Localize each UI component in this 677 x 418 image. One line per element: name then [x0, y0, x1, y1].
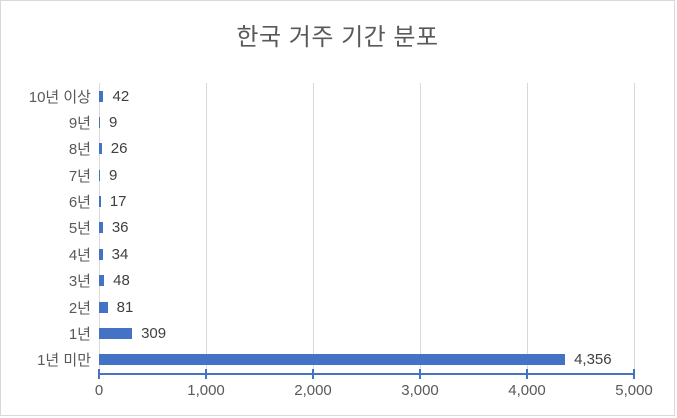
x-tick-mark: [98, 369, 100, 379]
x-axis-tick-labels: 0 1,000 2,000 3,000 4,000 5,000: [95, 382, 653, 402]
x-tick-label: 2,000: [294, 382, 332, 399]
category-label: 4년: [68, 246, 91, 264]
value-label: 26: [110, 140, 128, 158]
category-label: 1년: [68, 325, 91, 343]
bar: [99, 90, 104, 102]
bar: [99, 169, 100, 181]
category-label: 9년: [68, 115, 91, 133]
bar: [99, 248, 103, 260]
value-label: 36: [111, 219, 129, 237]
value-label: 9: [108, 114, 118, 132]
value-label: 48: [113, 272, 130, 290]
chart-title: 한국 거주 기간 분포: [236, 24, 439, 51]
category-label: 3년: [68, 273, 91, 291]
plot-area: 42 9 26 9 17 36 34 48 81 309 4,356: [98, 83, 635, 379]
value-label: 309: [141, 324, 167, 342]
gridline: [526, 83, 528, 373]
bar-row: 4,356: [99, 347, 634, 373]
bar-rows: 42 9 26 9 17 36 34 48 81 309 4,356: [99, 83, 634, 373]
bar-row: 48: [99, 268, 634, 294]
value-label: 4,356: [574, 351, 612, 369]
category-label: 2년: [68, 299, 91, 317]
x-tick-mark: [312, 369, 314, 379]
x-tick-label: 1,000: [187, 382, 225, 399]
x-tick-mark: [419, 369, 421, 379]
bar: [99, 196, 101, 208]
category-label: 8년: [68, 141, 91, 159]
bar-row: 34: [99, 241, 634, 267]
x-tick-label: 4,000: [508, 382, 546, 399]
bar: [99, 275, 105, 287]
y-axis-category-labels: 10년 이상 9년 8년 7년 6년 5년 4년 3년 2년 1년 1년 미만: [1, 83, 91, 373]
x-tick-label: 5,000: [615, 382, 653, 399]
x-tick-mark: [633, 369, 635, 379]
x-tick-label: 0: [94, 382, 104, 399]
bar-row: 9: [99, 162, 634, 188]
category-label: 1년 미만: [37, 352, 91, 370]
x-tick-mark: [526, 369, 528, 379]
value-label: 34: [111, 245, 129, 263]
bar-row: 309: [99, 320, 634, 346]
category-label: 10년 이상: [28, 88, 91, 106]
x-tick-label: 3,000: [401, 382, 439, 399]
gridline: [205, 83, 207, 373]
bar: [99, 301, 108, 313]
bar: [99, 354, 566, 366]
x-tick-mark: [205, 369, 207, 379]
bar: [99, 117, 100, 129]
value-label: 17: [109, 193, 127, 211]
bar-row: 81: [99, 294, 634, 320]
bar-row: 36: [99, 215, 634, 241]
category-label: 7년: [68, 167, 91, 185]
value-label: 9: [108, 166, 118, 184]
bar-row: 17: [99, 188, 634, 214]
bar: [99, 222, 103, 234]
bar-row: 9: [99, 109, 634, 135]
bar-row: 26: [99, 136, 634, 162]
gridline: [312, 83, 314, 373]
x-axis-line: [98, 373, 635, 375]
bar: [99, 327, 133, 339]
bar-row: 42: [99, 83, 634, 109]
bar: [99, 143, 102, 155]
gridline: [633, 83, 635, 373]
category-label: 5년: [68, 220, 91, 238]
category-label: 6년: [68, 194, 91, 212]
value-label: 42: [112, 87, 130, 105]
value-label: 81: [116, 298, 134, 316]
gridline: [419, 83, 421, 373]
